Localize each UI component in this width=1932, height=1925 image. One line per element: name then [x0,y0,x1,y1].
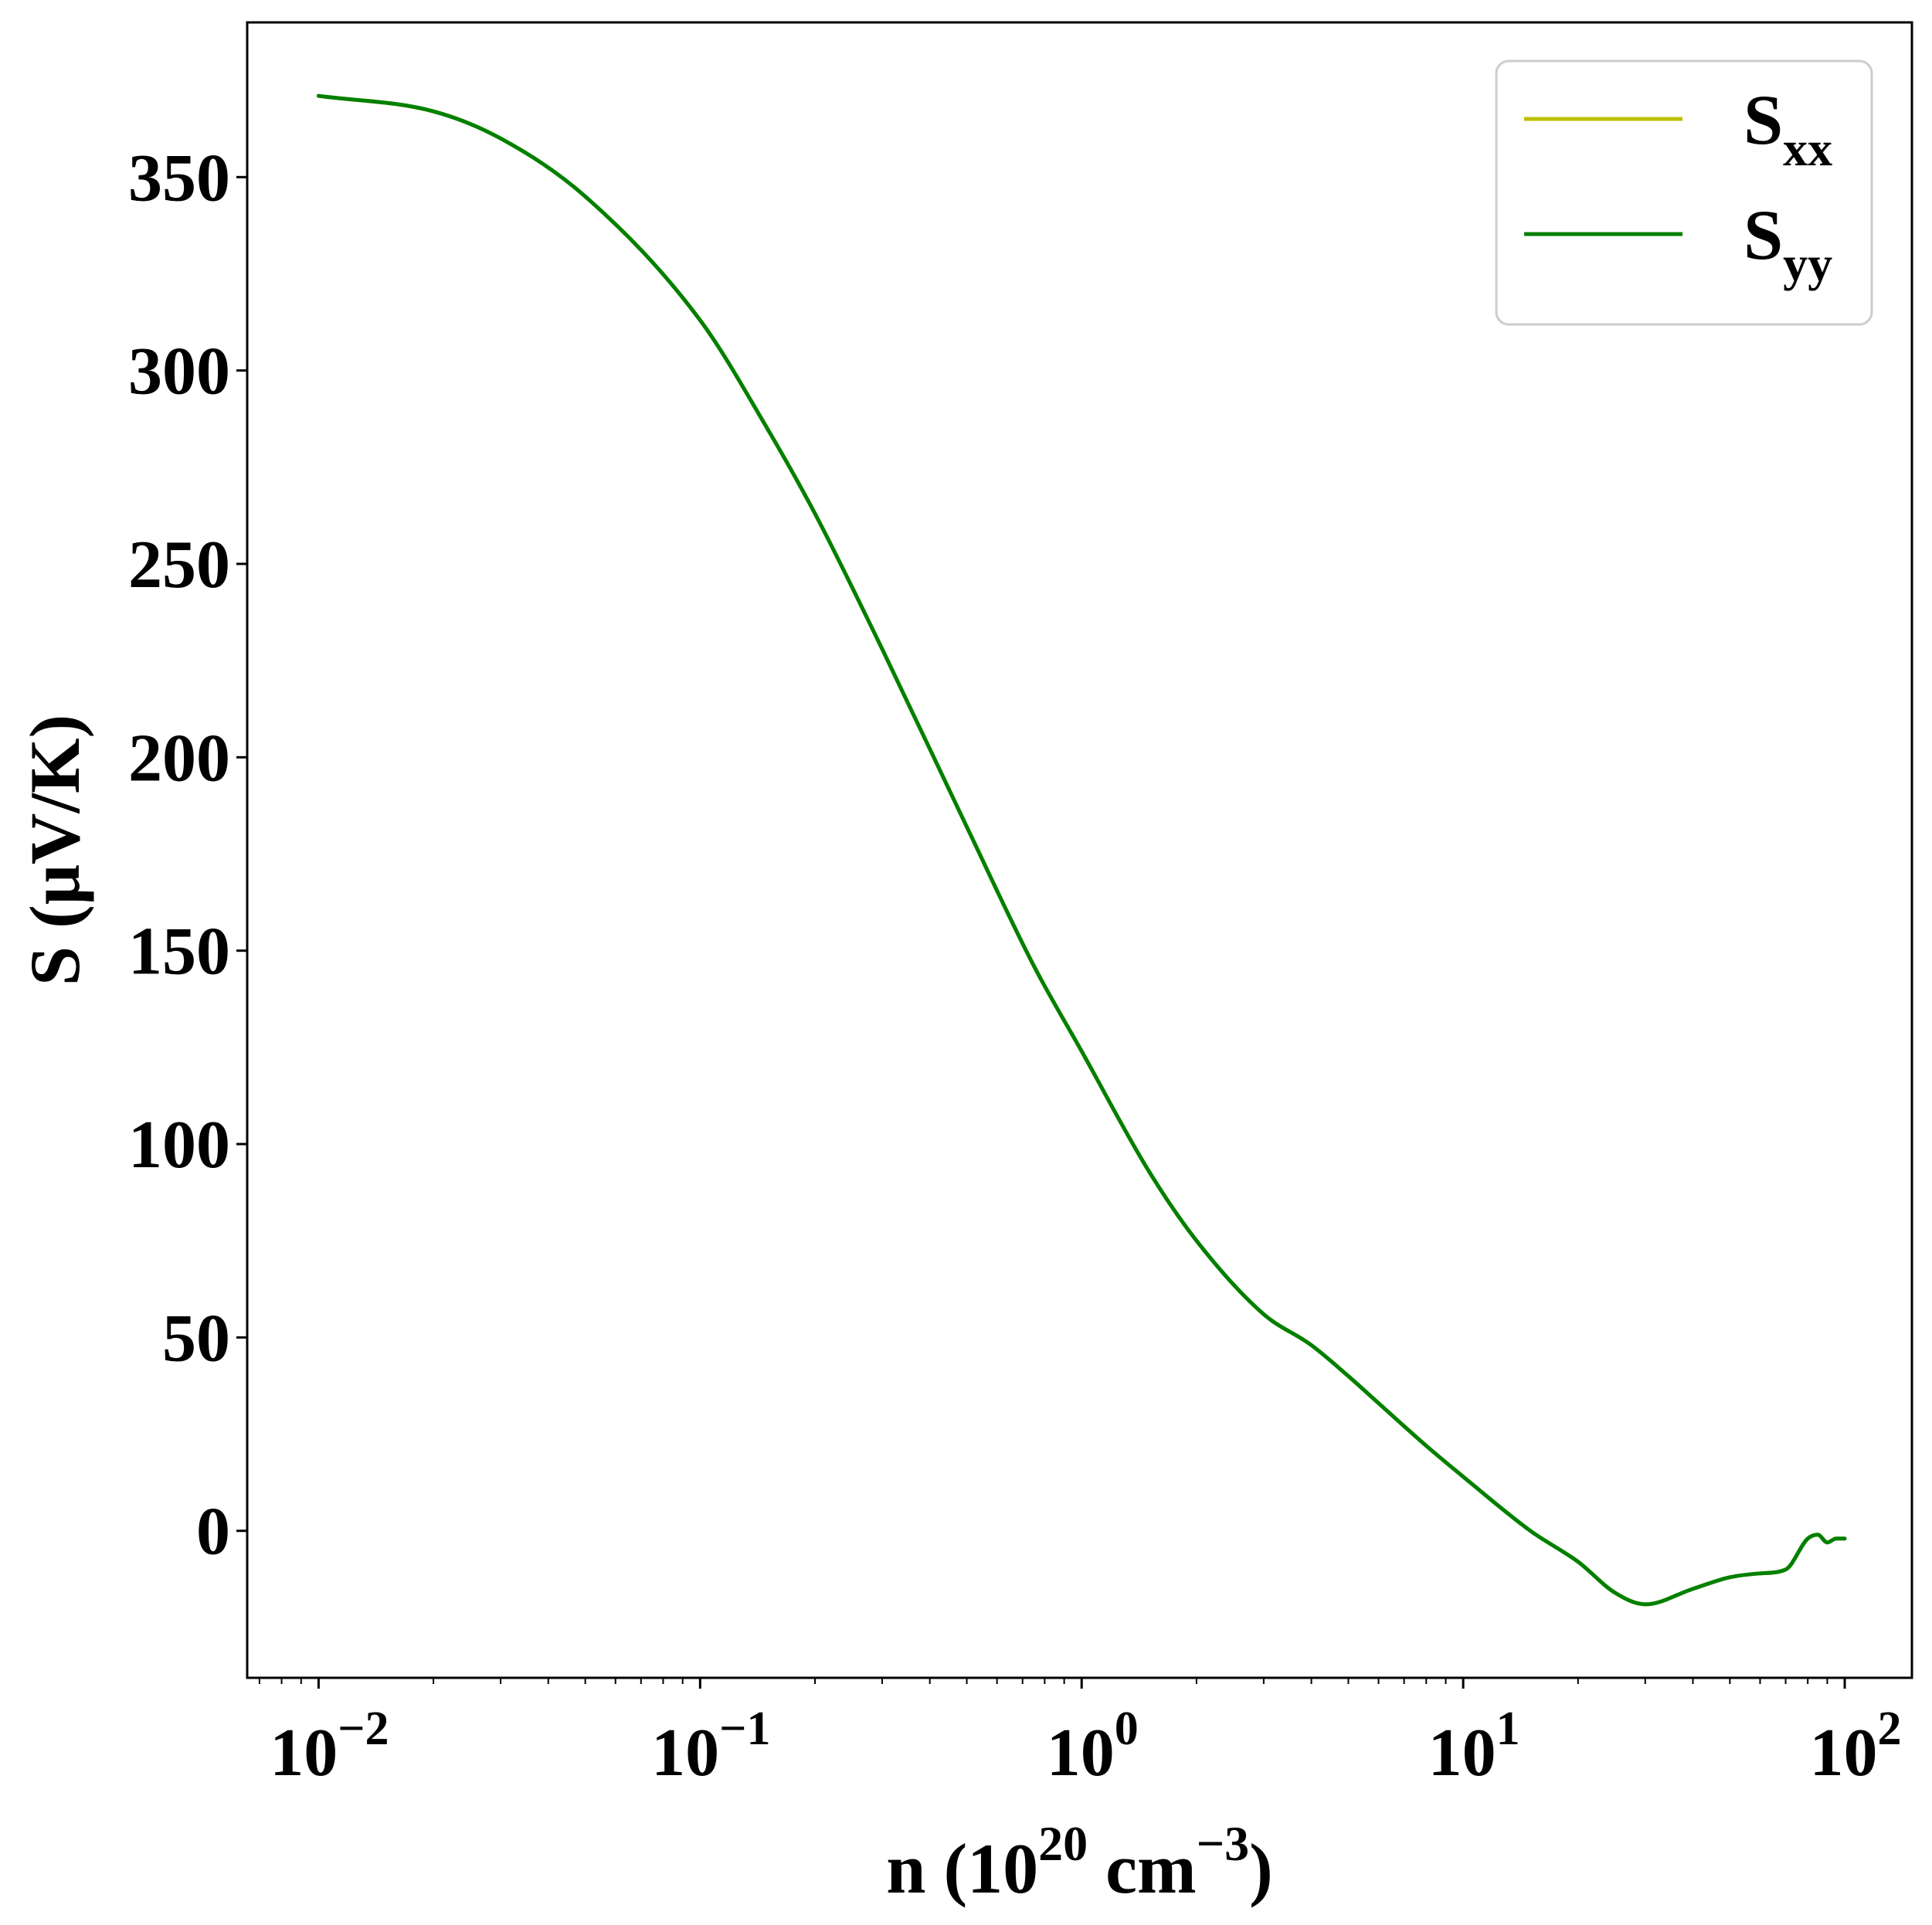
legend-label-xx: Sxx [1744,80,1832,176]
x-tick-label: 10−1 [651,1703,770,1791]
y-axis: 0 50 100 150 200 250 300 350 [128,141,247,1570]
x-tick-label: 101 [1428,1703,1520,1791]
y-tick-label: 350 [128,141,230,216]
x-tick-label: 100 [1047,1703,1139,1791]
x-axis-label-part: −3 [1197,1816,1249,1871]
x-tick-label: 10−2 [270,1703,389,1791]
y-tick-label: 300 [128,334,230,409]
y-tick-label: 200 [128,721,230,796]
x-tick-base: 10 [1047,1716,1115,1791]
x-axis-label-part: ) [1249,1829,1273,1908]
series-line-yy [316,93,1847,1607]
y-tick-label: 250 [128,528,230,603]
y-tick-label: 100 [128,1108,230,1183]
x-axis: 10−2 10−1 100 101 102 [258,1678,1902,1791]
x-tick-base: 10 [651,1716,719,1791]
legend-label-subscript: yy [1783,236,1832,291]
x-axis-label-part: 20 [1038,1816,1088,1871]
legend-label-subscript: xx [1783,121,1832,176]
series-layer [316,93,1847,1607]
x-tick-base: 10 [270,1716,338,1791]
x-axis-label-part: n (10 [886,1829,1038,1908]
plot-frame [246,21,1913,1679]
y-axis-label: S (μV/K) [15,715,94,986]
y-tick-label: 150 [128,915,230,990]
x-axis-label-part: cm [1088,1829,1196,1908]
x-tick-exponent: −1 [719,1703,770,1755]
y-tick-label: 50 [162,1301,230,1376]
x-tick-label: 102 [1810,1703,1902,1791]
x-tick-exponent: 1 [1496,1703,1520,1755]
y-tick-label: 0 [196,1495,230,1570]
x-tick-exponent: 0 [1115,1703,1139,1755]
legend-box [1495,59,1873,326]
x-axis-label: n (1020 cm−3) [886,1816,1272,1908]
x-tick-exponent: −2 [338,1703,389,1755]
legend-label-yy: Syy [1744,195,1832,291]
x-tick-base: 10 [1428,1716,1496,1791]
x-tick-base: 10 [1810,1716,1878,1791]
legend-label-base: S [1744,195,1783,274]
x-tick-exponent: 2 [1878,1703,1902,1755]
legend-label-base: S [1744,80,1783,159]
